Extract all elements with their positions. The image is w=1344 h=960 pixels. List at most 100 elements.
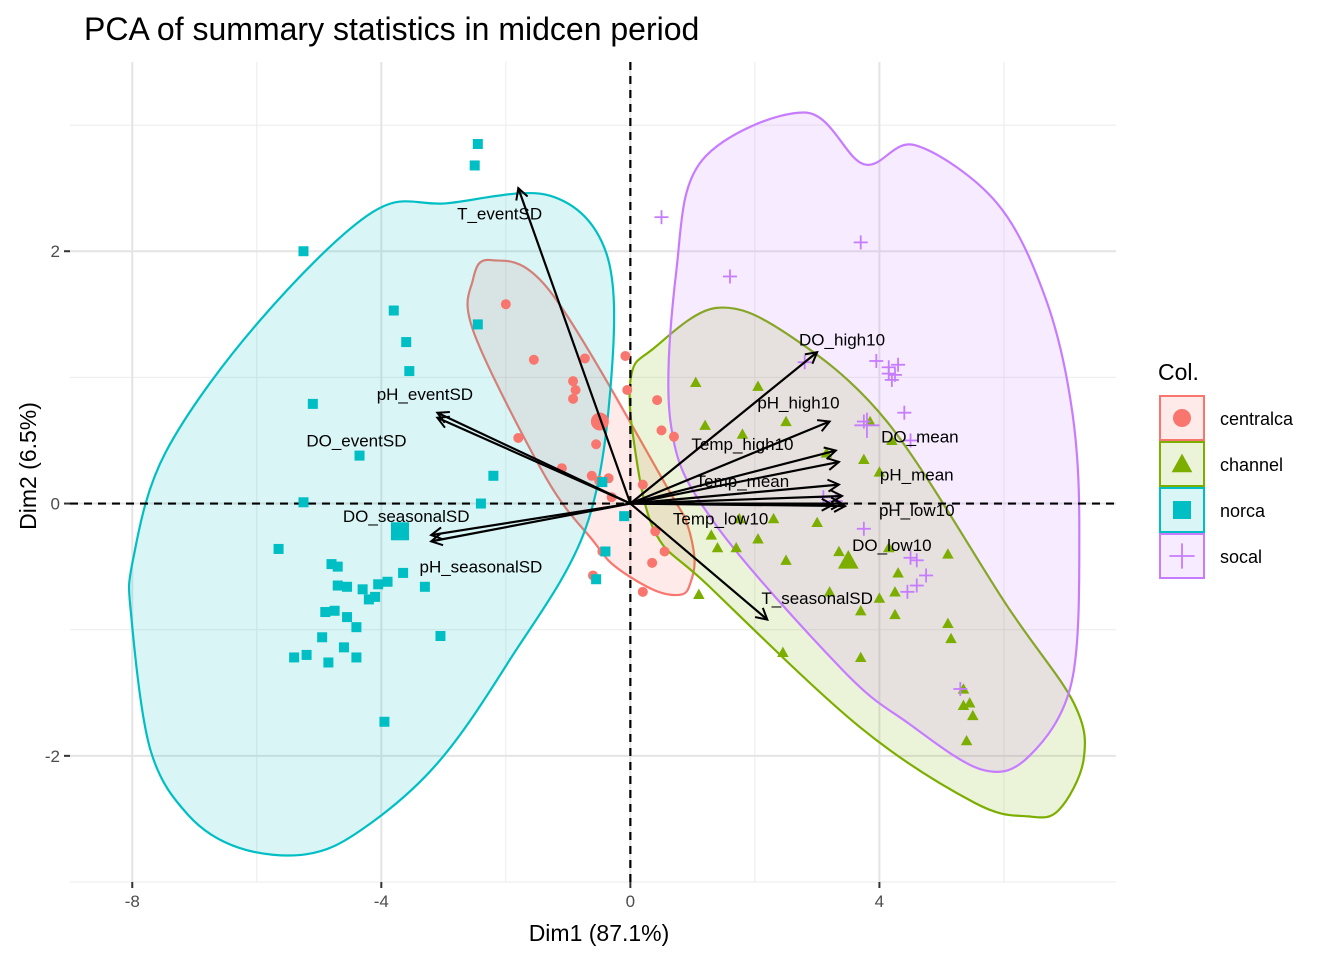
arrow-DO_low10 <box>630 504 832 505</box>
point-norca <box>591 574 602 585</box>
point-socal <box>856 521 871 536</box>
point-norca <box>332 580 343 591</box>
point-norca <box>363 594 374 605</box>
point-socal <box>909 578 924 593</box>
group-centroids <box>390 412 880 569</box>
var-label-Temp_mean: Temp_mean <box>696 472 790 491</box>
legend-label-centralca: centralca <box>1220 409 1294 429</box>
point-norca <box>472 319 483 330</box>
y-axis-title: Dim2 (6.5%) <box>15 402 41 530</box>
point-channel <box>873 466 886 477</box>
point-norca <box>351 652 362 663</box>
point-socal <box>887 367 902 382</box>
var-label-pH_high10: pH_high10 <box>757 394 839 413</box>
var-label-DO_eventSD: DO_eventSD <box>306 431 406 450</box>
point-channel <box>942 548 954 559</box>
point-norca <box>488 470 499 481</box>
point-channel <box>752 533 764 544</box>
var-label-DO_seasonalSD: DO_seasonalSD <box>343 507 470 526</box>
point-norca <box>307 398 318 409</box>
point-norca <box>469 160 480 171</box>
var-label-pH_eventSD: pH_eventSD <box>377 385 473 404</box>
y-tick-label: 0 <box>51 495 60 514</box>
point-centralca <box>652 395 663 406</box>
point-socal <box>953 681 968 696</box>
point-centralca <box>579 353 590 364</box>
point-norca <box>475 498 486 509</box>
point-norca <box>332 561 343 572</box>
legend-title: Col. <box>1158 359 1199 385</box>
legend-key-norca <box>1159 487 1205 533</box>
arrow-DO_high10 <box>629 352 817 505</box>
arrow-Temp_mean <box>630 485 839 505</box>
point-norca <box>597 477 608 488</box>
chart-title: PCA of summary statistics in midcen peri… <box>84 11 699 47</box>
arrow-pH_high10 <box>629 422 829 505</box>
point-norca <box>404 366 415 377</box>
point-centralca <box>668 431 679 442</box>
point-channel <box>942 617 954 628</box>
centroid-socal <box>854 412 880 438</box>
legend-label-channel: channel <box>1220 455 1283 475</box>
point-norca <box>320 607 331 618</box>
x-axis: -8 -4 0 4 <box>125 882 884 911</box>
var-label-T_seasonalSD: T_seasonalSD <box>761 589 873 608</box>
point-channel <box>736 428 749 439</box>
point-socal <box>919 568 934 583</box>
arrow-pH_seasonalSD <box>431 502 631 542</box>
ellipse-socal <box>667 111 1081 774</box>
point-socal <box>853 235 868 250</box>
x-tick-label: 4 <box>875 892 884 911</box>
point-norca <box>600 546 611 557</box>
point-norca <box>351 622 362 633</box>
point-centralca <box>659 546 670 557</box>
var-label-DO_high10: DO_high10 <box>799 331 885 350</box>
arrow-DO_mean <box>630 462 839 505</box>
y-tick-label: 2 <box>51 242 60 261</box>
point-channel <box>777 646 789 657</box>
legend-label-socal: socal <box>1220 547 1262 567</box>
point-channel <box>811 516 823 528</box>
point-centralca <box>528 354 539 365</box>
point-channel <box>963 697 976 708</box>
var-label-pH_mean: pH_mean <box>880 466 954 485</box>
point-centralca <box>656 425 667 436</box>
point-channel <box>854 651 867 663</box>
point-norca <box>317 632 328 643</box>
point-norca <box>379 716 390 727</box>
point-channel <box>889 586 901 597</box>
point-centralca <box>637 586 648 597</box>
arrow-pH_mean <box>630 496 842 505</box>
point-channel <box>693 588 705 599</box>
point-norca <box>373 579 384 590</box>
point-channel <box>967 709 979 721</box>
var-label-Temp_high10: Temp_high10 <box>691 435 793 454</box>
data-points <box>273 139 979 746</box>
legend: Col. centralca channel norca socal <box>1158 359 1294 579</box>
legend-symbol-centralca <box>1173 409 1191 427</box>
ellipse-norca <box>127 192 616 857</box>
point-channel <box>858 453 870 464</box>
point-socal <box>900 584 915 599</box>
point-channel <box>711 541 724 553</box>
centroid-centralca <box>590 412 609 431</box>
point-norca <box>357 584 368 595</box>
point-channel <box>882 541 895 553</box>
variable-labels: T_eventSD DO_high10 pH_high10 Temp_high10 DO… <box>306 204 958 608</box>
var-label-pH_low10: pH_low10 <box>879 501 955 520</box>
point-channel <box>780 554 792 565</box>
point-socal <box>881 366 896 381</box>
point-norca <box>289 652 300 663</box>
point-channel <box>823 586 836 597</box>
point-norca <box>342 581 353 592</box>
centroid-norca <box>390 522 409 541</box>
x-tick-label: 0 <box>626 892 635 911</box>
variable-arrows <box>431 188 845 619</box>
legend-label-norca: norca <box>1220 501 1266 521</box>
point-norca <box>273 543 284 554</box>
x-axis-title: Dim1 (87.1%) <box>529 920 670 946</box>
legend-symbol-socal <box>1169 543 1195 569</box>
point-socal <box>903 550 918 565</box>
point-centralca <box>620 350 631 361</box>
